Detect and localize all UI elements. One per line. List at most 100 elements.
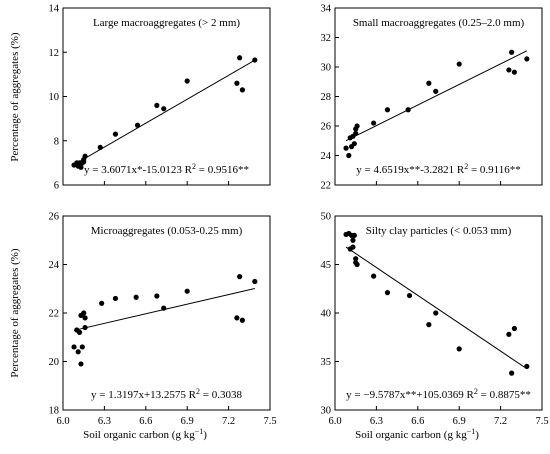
x-tick-label: 7.5: [535, 416, 548, 427]
panel-title: Small macroaggregates (0.25–2.0 mm): [353, 17, 525, 29]
data-point: [234, 80, 240, 86]
data-point: [350, 244, 356, 250]
data-point: [99, 300, 105, 306]
plot-frame: [62, 215, 271, 411]
x-axis-label-right: Soil organic carbon (g kg−1): [355, 427, 479, 442]
y-tick-label: 32: [321, 33, 332, 44]
data-point: [405, 107, 411, 113]
data-point: [133, 294, 139, 300]
regression-line: [345, 246, 528, 370]
data-point: [79, 344, 85, 350]
y-tick-label: 12: [49, 48, 60, 59]
y-axis-label: Percentage of aggregates (%): [9, 248, 21, 378]
y-tick-label: 20: [49, 357, 60, 368]
data-point: [154, 293, 160, 299]
data-point: [239, 317, 245, 323]
y-tick-label: 22: [49, 309, 60, 320]
chart-panel-2: 22 24 26 28 30 32 34 Small macroaggregates (0.2…: [321, 4, 543, 192]
panel-title: Silty clay particles (< 0.053 mm): [366, 225, 512, 237]
x-tick-label: 6.0: [328, 416, 341, 427]
x-tick-label: 6.3: [98, 416, 111, 427]
regression-equation: y = −9.5787x**+105.0369 R2 = 0.8875**: [346, 387, 531, 402]
panel-title: Large macroaggregates (> 2 mm): [93, 17, 240, 29]
data-point: [82, 324, 88, 331]
plot-frame: [334, 215, 543, 411]
data-point: [343, 145, 349, 151]
data-point: [456, 61, 462, 67]
chart-panel-1: 6 8 10 12 14 Large macroaggregates (> 2 mm) Pe…: [9, 4, 271, 192]
x-tick-label: 7.2: [222, 416, 235, 427]
y-tick-label: 22: [321, 181, 332, 192]
data-point: [353, 130, 359, 136]
plot-frame: [334, 7, 543, 186]
y-tick-label: 35: [321, 357, 332, 368]
data-point: [237, 55, 243, 61]
data-point: [161, 106, 167, 112]
data-point: [426, 322, 432, 328]
data-point: [371, 273, 377, 279]
data-point: [252, 57, 258, 63]
data-point: [354, 123, 360, 129]
data-point: [406, 292, 413, 299]
plot-frame: [62, 7, 271, 186]
x-tick-label: 6.9: [453, 416, 466, 427]
y-tick-label: 18: [49, 406, 60, 417]
y-tick-label: 8: [54, 136, 59, 147]
data-point: [234, 315, 240, 321]
regression-line: [73, 59, 256, 166]
data-point: [252, 278, 258, 285]
data-point: [161, 305, 167, 311]
data-point: [237, 274, 243, 280]
data-point: [509, 370, 515, 376]
x-tick-label: 6.0: [56, 416, 69, 427]
x-axis-label: Soil organic carbon (g kg−1): [83, 427, 207, 442]
chart-panel-4: 30 35 40 45 50 6.0 6.3 6.6 6.9 7.2 7.5 Silty clay p…: [321, 212, 549, 428]
data-point: [82, 315, 88, 321]
x-tick-label: 6.3: [370, 416, 383, 427]
data-point: [239, 87, 245, 93]
y-tick-label: 14: [49, 4, 60, 15]
y-tick-label: 45: [321, 260, 332, 271]
data-point: [346, 152, 352, 159]
data-point: [82, 153, 88, 159]
data-point: [354, 261, 360, 268]
panel-title: Microaggregates (0.053-0.25 mm): [91, 225, 243, 237]
data-point: [184, 288, 190, 294]
data-point: [509, 49, 515, 55]
regression-equation: y = 1.3197x+13.2575 R2 = 0.3038: [91, 387, 242, 402]
data-point: [351, 232, 357, 238]
y-tick-label: 26: [321, 122, 332, 133]
y-axis-label: Percentage of aggregates (%): [9, 32, 21, 162]
data-point: [78, 164, 84, 170]
y-tick-label: 30: [321, 63, 332, 74]
data-point: [134, 122, 141, 128]
y-tick-label: 24: [49, 260, 60, 271]
data-point: [184, 78, 190, 84]
x-tick-label: 6.6: [139, 416, 152, 427]
data-point: [351, 141, 357, 147]
data-point: [75, 349, 81, 355]
y-tick-label: 26: [49, 212, 60, 223]
data-point: [78, 361, 84, 367]
data-point: [350, 237, 356, 243]
data-point: [456, 346, 462, 352]
y-tick-label: 6: [54, 181, 59, 192]
data-point: [97, 144, 103, 150]
x-tick-label: 7.2: [494, 416, 507, 427]
data-point: [511, 69, 517, 75]
regression-equation: y = 3.6071x*-15.0123 R2 = 0.9516**: [84, 162, 249, 177]
y-tick-label: 34: [321, 4, 332, 15]
regression-line: [345, 50, 528, 142]
data-point: [76, 329, 83, 335]
x-tick-label: 6.6: [411, 416, 424, 427]
data-point: [506, 67, 512, 73]
data-point: [112, 131, 119, 137]
regression-equation: y = 4.6519x**-3.2821 R2 = 0.9116**: [356, 162, 521, 177]
data-point: [384, 107, 391, 113]
data-point: [433, 88, 439, 94]
x-tick-label: 6.9: [181, 416, 194, 427]
data-point: [371, 120, 377, 126]
data-point: [384, 290, 391, 296]
data-point: [426, 80, 432, 86]
y-tick-label: 24: [321, 151, 332, 162]
